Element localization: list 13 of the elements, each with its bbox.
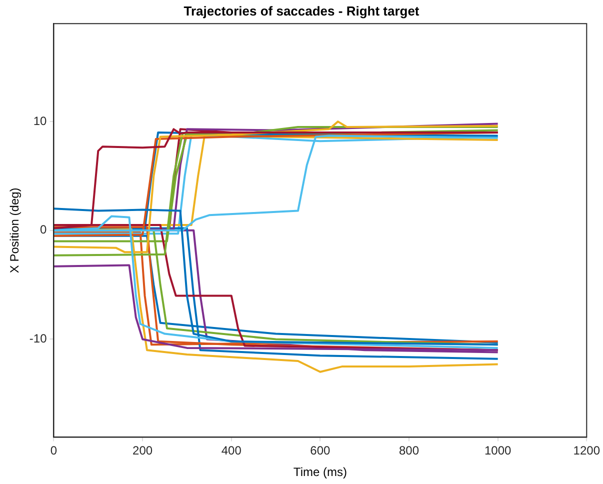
x-tick-label: 400 [221,444,242,458]
x-tick-label: 600 [310,444,331,458]
y-axis-title: X Position (deg) [8,188,22,274]
x-tick-label: 1000 [484,444,512,458]
x-tick-label: 800 [399,444,420,458]
y-tick-label: 0 [40,222,48,237]
x-tick-label: 200 [132,444,153,458]
x-tick-label: 1200 [573,444,600,458]
y-tick-label: 10 [33,114,48,128]
x-axis-title: Time (ms) [293,465,347,480]
chart-title: Trajectories of saccades - Right target [184,3,420,18]
y-tick-label: -10 [29,332,48,346]
x-tick-label: 0 [50,444,58,458]
